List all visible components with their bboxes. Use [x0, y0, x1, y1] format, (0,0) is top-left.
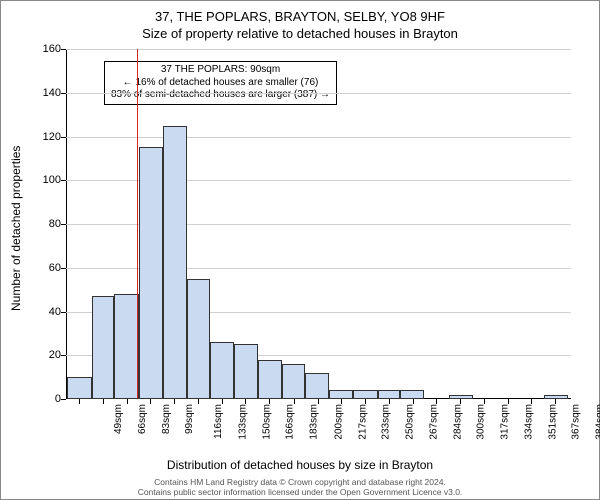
y-axis-label: Number of detached properties: [9, 146, 23, 311]
x-tick-label: 200sqm: [333, 404, 344, 440]
x-tick-mark: [222, 399, 223, 404]
histogram-bar: [400, 390, 424, 399]
x-tick-label: 166sqm: [285, 404, 296, 440]
footer-line2: Contains public sector information licen…: [1, 487, 599, 497]
histogram-bar: [139, 147, 163, 399]
x-tick-label: 367sqm: [571, 404, 582, 440]
x-tick-label: 83sqm: [161, 404, 172, 434]
x-tick-mark: [269, 399, 270, 404]
histogram-bar: [210, 342, 234, 399]
annotation-line2: ← 16% of detached houses are smaller (76…: [111, 77, 330, 90]
x-tick-mark: [150, 399, 151, 404]
x-tick-mark: [436, 399, 437, 404]
x-tick-label: 183sqm: [309, 404, 320, 440]
x-tick-label: 150sqm: [262, 404, 273, 440]
x-tick-mark: [198, 399, 199, 404]
y-tick-mark: [61, 49, 66, 50]
histogram-bar: [234, 344, 258, 399]
grid-line: [66, 93, 571, 94]
x-tick-label: 116sqm: [213, 404, 224, 439]
y-tick-label: 100: [31, 174, 61, 186]
reference-line: [137, 49, 138, 399]
x-tick-mark: [318, 399, 319, 404]
histogram-bar: [114, 294, 138, 399]
y-tick-label: 20: [31, 349, 61, 361]
y-tick-label: 140: [31, 87, 61, 99]
x-tick-label: 300sqm: [475, 404, 486, 440]
x-tick-mark: [484, 399, 485, 404]
annotation-box: 37 THE POPLARS: 90sqm ← 16% of detached …: [104, 61, 337, 105]
histogram-bar: [163, 126, 187, 399]
x-tick-mark: [508, 399, 509, 404]
y-tick-label: 40: [31, 306, 61, 318]
y-tick-label: 60: [31, 262, 61, 274]
x-tick-mark: [389, 399, 390, 404]
y-tick-mark: [61, 355, 66, 356]
chart-plot-area: 37 THE POPLARS: 90sqm ← 16% of detached …: [66, 49, 571, 399]
x-tick-mark: [127, 399, 128, 404]
chart-title-sub: Size of property relative to detached ho…: [1, 26, 599, 41]
histogram-bar: [67, 377, 91, 399]
x-tick-label: 217sqm: [357, 404, 368, 440]
histogram-bar: [187, 279, 210, 399]
x-axis-label: Distribution of detached houses by size …: [1, 458, 599, 472]
x-tick-mark: [294, 399, 295, 404]
x-tick-label: 233sqm: [380, 404, 391, 440]
x-tick-label: 267sqm: [428, 404, 439, 440]
footer-attribution: Contains HM Land Registry data © Crown c…: [1, 477, 599, 497]
y-tick-mark: [61, 224, 66, 225]
y-tick-label: 160: [31, 43, 61, 55]
x-tick-label: 351sqm: [548, 404, 559, 440]
x-tick-label: 133sqm: [238, 404, 249, 440]
histogram-bar: [258, 360, 282, 399]
footer-line1: Contains HM Land Registry data © Crown c…: [1, 477, 599, 487]
x-tick-label: 317sqm: [500, 404, 511, 440]
y-tick-mark: [61, 399, 66, 400]
y-tick-mark: [61, 312, 66, 313]
y-tick-mark: [61, 137, 66, 138]
x-tick-mark: [460, 399, 461, 404]
x-tick-label: 334sqm: [524, 404, 535, 440]
grid-line: [66, 137, 571, 138]
histogram-bar: [378, 390, 401, 399]
histogram-bar: [353, 390, 377, 399]
histogram-bar: [282, 364, 305, 399]
chart-title-main: 37, THE POPLARS, BRAYTON, SELBY, YO8 9HF: [1, 9, 599, 24]
annotation-line1: 37 THE POPLARS: 90sqm: [111, 64, 330, 77]
grid-line: [66, 49, 571, 50]
y-tick-label: 0: [31, 393, 61, 405]
x-tick-mark: [245, 399, 246, 404]
y-tick-label: 120: [31, 131, 61, 143]
y-tick-mark: [61, 93, 66, 94]
histogram-bar: [92, 296, 115, 399]
x-tick-mark: [555, 399, 556, 404]
y-tick-mark: [61, 268, 66, 269]
histogram-bar: [329, 390, 353, 399]
x-tick-label: 66sqm: [137, 404, 148, 434]
x-tick-label: 250sqm: [404, 404, 415, 440]
x-tick-mark: [365, 399, 366, 404]
x-tick-label: 99sqm: [184, 404, 195, 434]
histogram-bar: [305, 373, 329, 399]
x-tick-label: 284sqm: [453, 404, 464, 440]
x-tick-mark: [174, 399, 175, 404]
y-tick-mark: [61, 180, 66, 181]
x-tick-label: 384sqm: [595, 404, 600, 440]
y-tick-label: 80: [31, 218, 61, 230]
x-tick-mark: [531, 399, 532, 404]
x-tick-mark: [341, 399, 342, 404]
x-tick-mark: [79, 399, 80, 404]
x-tick-label: 49sqm: [113, 404, 124, 434]
x-tick-mark: [103, 399, 104, 404]
annotation-line3: 83% of semi-detached houses are larger (…: [111, 89, 330, 102]
x-tick-mark: [413, 399, 414, 404]
